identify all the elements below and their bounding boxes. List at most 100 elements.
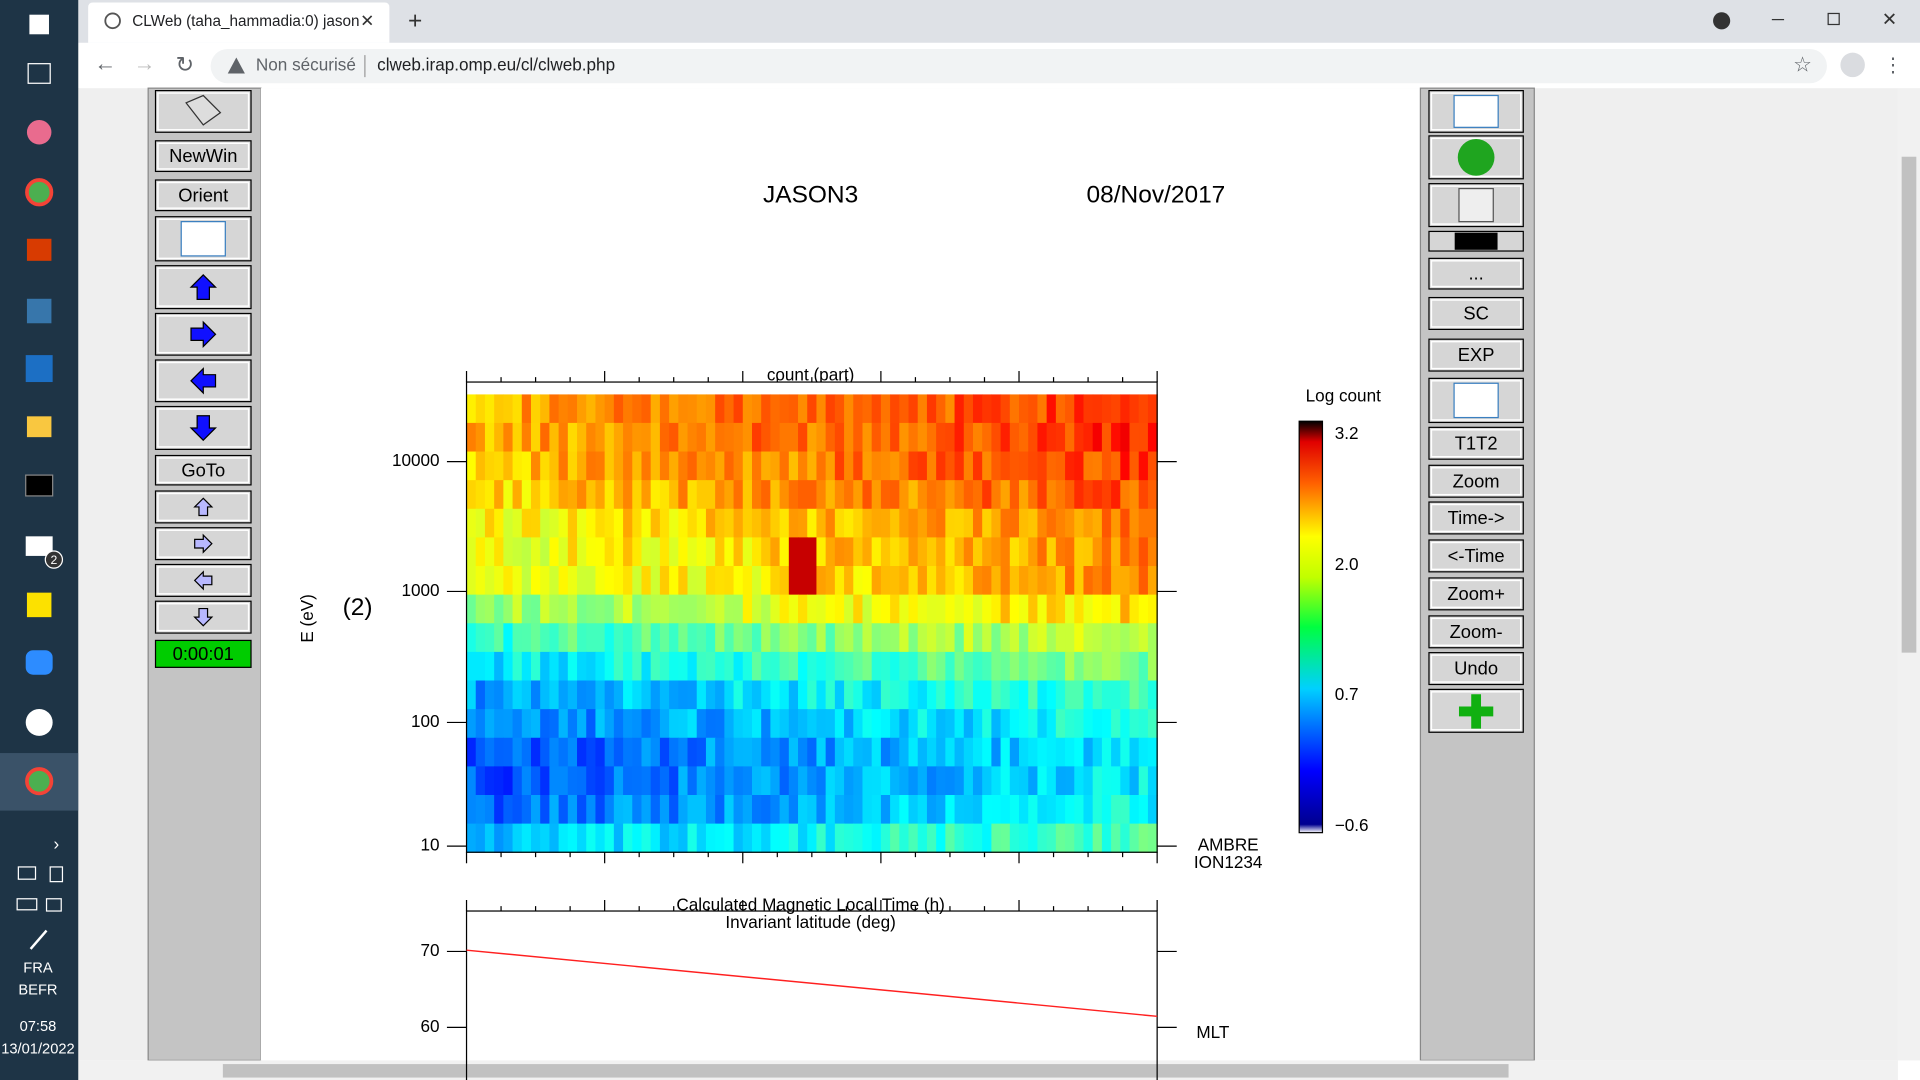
button-label[interactable]: SC	[1463, 303, 1489, 324]
heat-cell	[816, 709, 827, 739]
devc-icon[interactable]	[25, 355, 53, 383]
menu[interactable]: ⋮	[1883, 54, 1903, 76]
bookmark[interactable]: ☆	[1793, 54, 1812, 77]
restore[interactable]	[1827, 12, 1840, 26]
close-window[interactable]: ✕	[1882, 9, 1897, 30]
heat-cell	[1037, 508, 1048, 539]
start-button[interactable]	[29, 14, 49, 35]
button-label[interactable]: Time->	[1448, 507, 1505, 528]
chrome-icon[interactable]	[25, 767, 54, 796]
heat-cell	[577, 680, 587, 710]
back[interactable]: ←	[94, 51, 116, 76]
button-label[interactable]: GoTo	[181, 459, 225, 480]
button[interactable]	[154, 405, 252, 450]
button[interactable]	[154, 454, 252, 486]
heat-cell	[926, 651, 937, 682]
tray-expand[interactable]: ›	[53, 833, 59, 853]
button[interactable]	[1428, 577, 1524, 611]
button-label[interactable]: ...	[1468, 263, 1483, 284]
heat-cell	[604, 766, 615, 796]
heat-cell	[899, 594, 910, 624]
heat-cell	[844, 737, 854, 767]
button-label[interactable]: T1T2	[1455, 432, 1498, 453]
button[interactable]	[1428, 257, 1524, 290]
button[interactable]	[1428, 539, 1524, 573]
heat-cell	[742, 795, 753, 825]
heat-cell	[1028, 651, 1039, 682]
profile[interactable]	[1840, 52, 1865, 78]
heat-cell	[917, 566, 928, 596]
zoom-icon[interactable]	[25, 650, 53, 675]
tab-title[interactable]: CLWeb (taha_hammadia:0) jason	[132, 13, 359, 30]
clock-date[interactable]: 13/01/2022	[1, 1041, 75, 1057]
heat-cell	[549, 566, 560, 596]
heat-cell	[623, 823, 633, 853]
battery-icon[interactable]	[16, 898, 38, 911]
omnibox[interactable]	[210, 48, 1827, 84]
button-label[interactable]: Zoom-	[1450, 621, 1503, 642]
language[interactable]: FRA	[23, 960, 53, 976]
heat-cell	[770, 394, 781, 424]
security-status[interactable]: Non sécurisé	[256, 55, 356, 75]
app-icon[interactable]	[26, 120, 52, 145]
url[interactable]: clweb.irap.omp.eu/cl/clweb.php	[377, 55, 615, 75]
v-scroll-thumb[interactable]	[1901, 156, 1917, 653]
keyboard-layout[interactable]: BEFR	[18, 982, 57, 998]
tab-close[interactable]: ✕	[360, 11, 374, 31]
heat-cell	[466, 737, 477, 767]
tab[interactable]	[88, 2, 390, 43]
button[interactable]	[154, 312, 252, 356]
button[interactable]	[1428, 501, 1524, 535]
button[interactable]	[1428, 426, 1524, 460]
button[interactable]	[154, 140, 252, 173]
h-scroll-thumb[interactable]	[222, 1064, 1509, 1078]
button-label[interactable]: Zoom+	[1447, 583, 1505, 604]
button[interactable]	[154, 265, 252, 310]
heat-cell	[862, 594, 873, 624]
button-label[interactable]: Undo	[1454, 658, 1498, 679]
heat-cell	[1101, 623, 1112, 653]
heat-cell	[650, 566, 661, 596]
heat-cell	[1009, 680, 1020, 710]
button-label[interactable]: Orient	[178, 184, 228, 205]
button-label[interactable]: Label	[1454, 230, 1499, 251]
tray-icon[interactable]	[17, 866, 37, 880]
button[interactable]	[1428, 464, 1524, 498]
new-tab[interactable]: +	[408, 8, 422, 35]
terminal-icon[interactable]	[25, 474, 54, 497]
mail-icon[interactable]	[25, 536, 53, 556]
heat-cell	[1147, 480, 1158, 510]
button[interactable]	[1428, 296, 1524, 330]
explorer-icon[interactable]	[26, 416, 52, 438]
notes-icon[interactable]	[26, 592, 52, 618]
button[interactable]	[154, 179, 252, 212]
python-icon[interactable]	[26, 298, 52, 324]
button-label[interactable]: EXP	[1458, 344, 1495, 365]
heat-cell	[853, 651, 864, 682]
heat-cell	[1028, 594, 1039, 624]
forward[interactable]: →	[133, 51, 155, 76]
button-label[interactable]: Zoom	[1453, 470, 1500, 491]
slack-icon[interactable]	[25, 708, 53, 736]
clock-time[interactable]: 07:58	[20, 1019, 57, 1035]
tab-search[interactable]	[1713, 12, 1731, 30]
task-view[interactable]	[27, 63, 51, 84]
heat-cell	[1138, 651, 1149, 682]
heat-cell	[641, 680, 652, 710]
heat-cell	[899, 766, 910, 796]
button[interactable]	[1428, 338, 1524, 372]
pen-icon[interactable]	[29, 929, 48, 950]
chrome-icon[interactable]	[25, 178, 54, 207]
heat-cell	[798, 394, 808, 424]
button[interactable]	[1428, 615, 1524, 649]
button[interactable]	[154, 490, 252, 524]
app-icon[interactable]	[26, 238, 52, 261]
reload[interactable]: ↻	[176, 52, 194, 77]
tray-icon[interactable]	[49, 866, 64, 883]
button-label[interactable]: NewWin	[169, 145, 237, 166]
button[interactable]	[1428, 652, 1524, 686]
volume-icon[interactable]	[45, 898, 62, 912]
button-label[interactable]: <-Time	[1448, 545, 1505, 566]
heat-cell	[926, 623, 937, 653]
